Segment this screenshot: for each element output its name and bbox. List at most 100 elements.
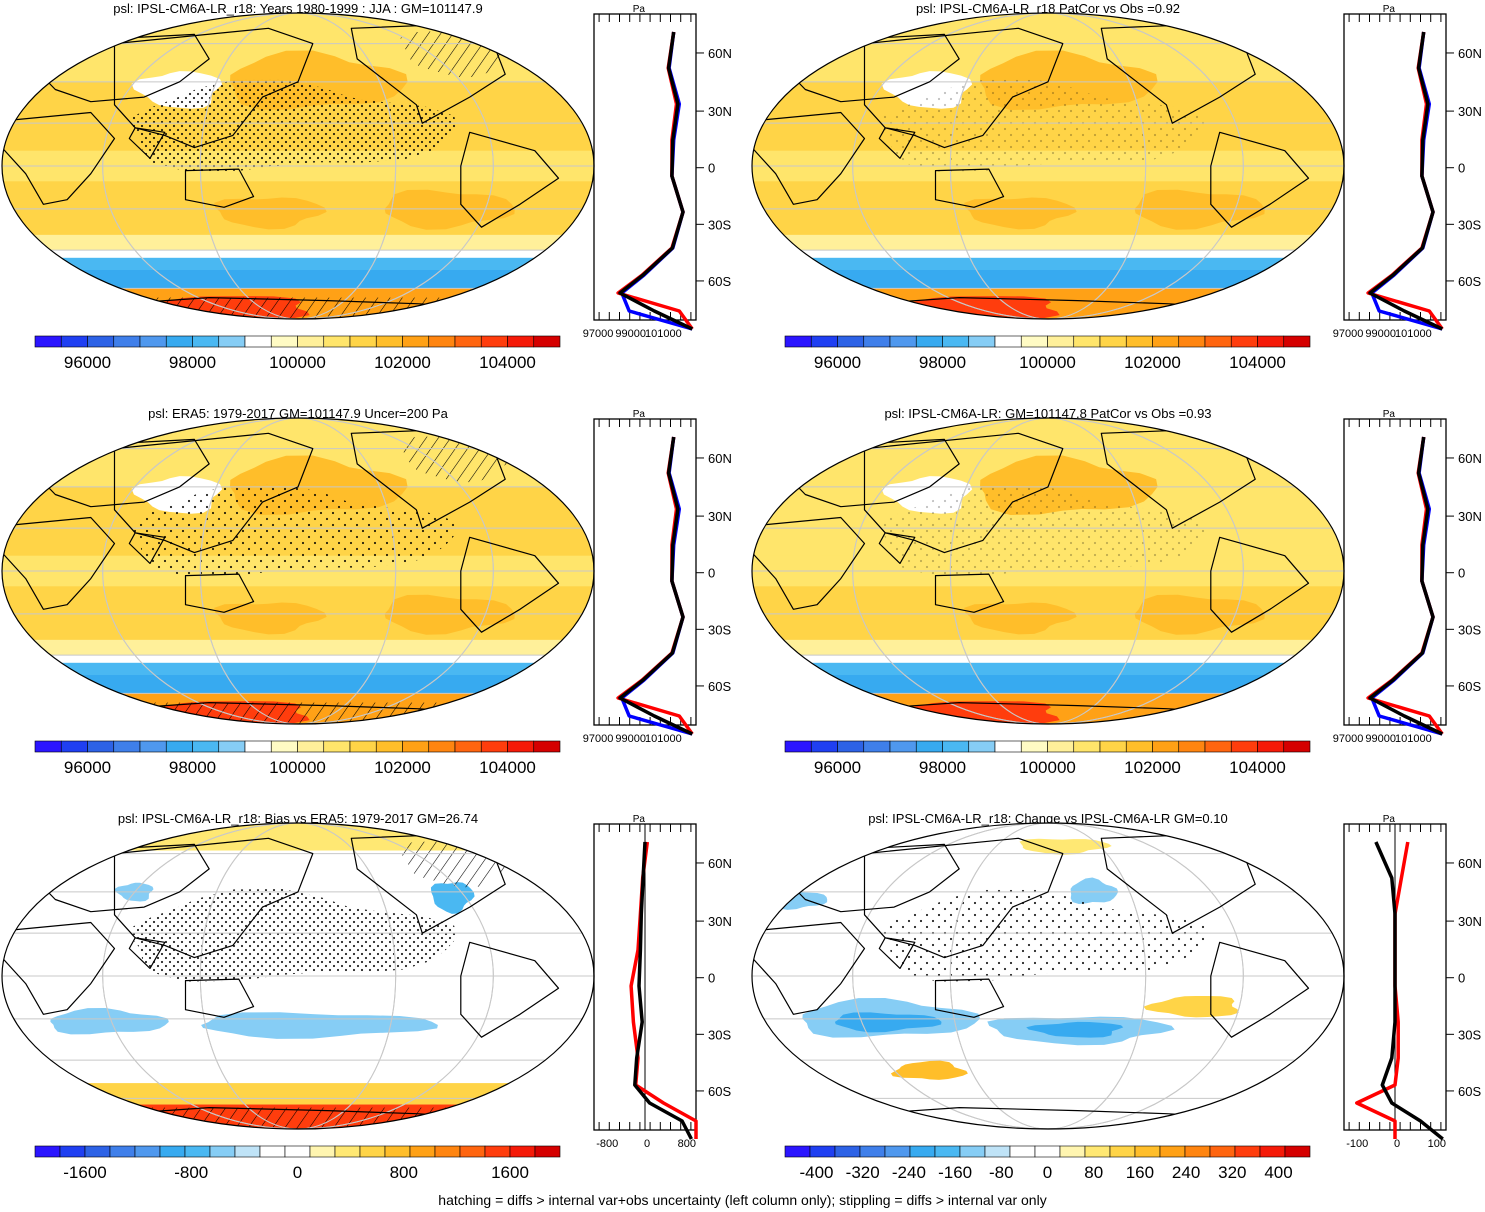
field-band xyxy=(2,675,594,695)
field-band xyxy=(2,270,594,290)
profile-lat-label: 0 xyxy=(1458,566,1465,581)
colorbar-swatch xyxy=(480,335,508,348)
colorbar-swatch xyxy=(1152,335,1180,348)
colorbar-label: -320 xyxy=(846,1163,880,1182)
colorbar-swatch xyxy=(309,1145,336,1158)
colorbar-swatch xyxy=(1257,740,1285,753)
profile-model-line xyxy=(1355,841,1410,1139)
colorbar-swatch xyxy=(1084,1145,1111,1158)
colorbar: -400 -320 -240 -160 -80 0 80 160 240 320 400 xyxy=(784,1145,1311,1182)
graticule-meridian xyxy=(199,418,397,724)
change-positive xyxy=(1143,996,1239,1018)
colorbar-swatch xyxy=(134,1145,161,1158)
coastline-india xyxy=(878,127,916,159)
colorbar-swatch xyxy=(113,740,141,753)
field-band xyxy=(752,270,1344,290)
colorbar-swatch xyxy=(1204,335,1232,348)
coastline-india xyxy=(878,937,916,969)
change-positive xyxy=(890,1060,968,1080)
profile-axis-label: 97000 xyxy=(1333,328,1364,340)
profile-axis-label: 100 xyxy=(1428,1138,1446,1150)
profile-lat-label: 60S xyxy=(1458,274,1481,289)
colorbar-swatch xyxy=(192,335,220,348)
coastline-india xyxy=(128,937,166,969)
coastline-asia xyxy=(863,837,1064,959)
profile-lat-label: 30N xyxy=(708,509,732,524)
graticule-meridian xyxy=(852,418,1244,724)
stippling xyxy=(131,79,457,172)
colorbar-swatch xyxy=(375,335,403,348)
colorbar-label: 96000 xyxy=(64,758,111,777)
colorbar-swatch xyxy=(863,335,891,348)
colorbar-swatch xyxy=(533,335,561,348)
colorbar-swatch xyxy=(859,1145,886,1158)
colorbar-swatch xyxy=(454,740,482,753)
zonal-mean-profile: Pa 60N 30N 0 30S 60S -800 0 800 xyxy=(593,814,732,1150)
colorbar-label: 98000 xyxy=(169,758,216,777)
colorbar-swatch xyxy=(359,1145,386,1158)
colorbar-swatch xyxy=(1099,740,1127,753)
colorbar-swatch xyxy=(1283,335,1311,348)
colorbar: 96000 98000 100000 102000 104000 xyxy=(34,335,561,372)
colorbar-swatch xyxy=(270,335,298,348)
profile-unit: Pa xyxy=(1383,409,1396,420)
coastline-africa xyxy=(2,921,116,1015)
colorbar-label: 1600 xyxy=(491,1163,529,1182)
profile-lat-label: 30N xyxy=(1458,914,1482,929)
field-band xyxy=(2,639,594,657)
pressure-high xyxy=(384,189,515,230)
colorbar-swatch xyxy=(109,1145,136,1158)
profile-axis-label: 97000 xyxy=(583,328,614,340)
profile-lat-label: 60S xyxy=(1458,1084,1481,1099)
colorbar-swatch xyxy=(297,335,325,348)
coastline-india xyxy=(128,532,166,564)
colorbar-swatch xyxy=(942,335,970,348)
colorbar-swatch xyxy=(60,335,88,348)
colorbar-swatch xyxy=(942,740,970,753)
profile-unit: Pa xyxy=(633,4,646,15)
profile-lat-label: 30S xyxy=(1458,217,1481,232)
colorbar-label: 104000 xyxy=(479,758,536,777)
field-band xyxy=(2,662,594,677)
map-field xyxy=(752,418,1344,724)
colorbar-label: 100000 xyxy=(269,353,326,372)
colorbar-label: 102000 xyxy=(374,758,431,777)
colorbar-swatch xyxy=(84,1145,111,1158)
colorbar-label: 98000 xyxy=(919,758,966,777)
profile-lat-label: 60S xyxy=(708,274,731,289)
colorbar-swatch xyxy=(334,1145,361,1158)
bias-negative xyxy=(50,1008,169,1035)
profile-axis-label: 101000 xyxy=(645,328,682,340)
field-band xyxy=(2,655,594,664)
pressure-high xyxy=(1134,594,1265,635)
colorbar-swatch xyxy=(837,740,865,753)
colorbar-swatch xyxy=(234,1145,261,1158)
profile-mean-line xyxy=(633,841,693,1140)
colorbar-swatch xyxy=(1020,740,1048,753)
colorbar-swatch xyxy=(1283,740,1311,753)
coastline-austral xyxy=(934,978,1005,1018)
coastline-austral xyxy=(184,573,255,613)
colorbar-swatch xyxy=(297,740,325,753)
profile-axis-label: 101000 xyxy=(1395,733,1432,745)
profile-lat-label: 0 xyxy=(708,161,715,176)
pressure-high xyxy=(964,197,1077,230)
profile-lat-label: 30N xyxy=(708,914,732,929)
profile-mean-line xyxy=(1368,31,1444,331)
colorbar-swatch xyxy=(218,335,246,348)
hatching xyxy=(2,297,594,319)
colorbar-swatch xyxy=(834,1145,861,1158)
graticule-meridian xyxy=(852,13,1244,319)
map-field xyxy=(2,823,594,1129)
zonal-mean-profile: Pa 60N 30N 0 30S 60S -100 0 100 xyxy=(1343,814,1482,1150)
colorbar-swatch xyxy=(454,335,482,348)
panel-6: psl: IPSL-CM6A-LR_r18: Change vs IPSL-CM… xyxy=(751,811,1482,1182)
panel-5: psl: IPSL-CM6A-LR_r18: Bias vs ERA5: 197… xyxy=(1,811,732,1182)
colorbar-swatch xyxy=(284,1145,311,1158)
profile-lat-label: 30S xyxy=(708,1027,731,1042)
colorbar-swatch xyxy=(1047,740,1075,753)
colorbar-label: 104000 xyxy=(1229,353,1286,372)
colorbar-label: 80 xyxy=(1084,1163,1103,1182)
